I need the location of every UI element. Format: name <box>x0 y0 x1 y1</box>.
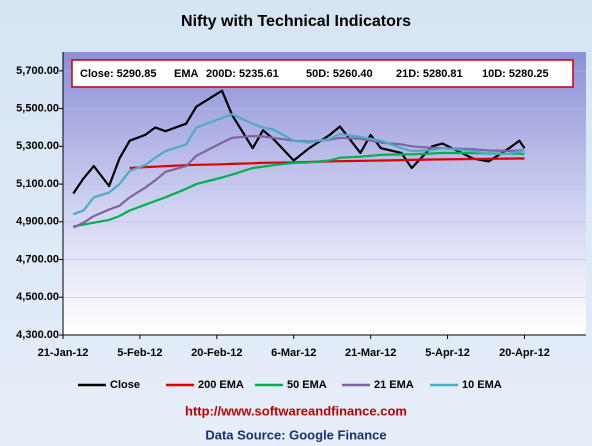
x-tick-label: 21-Mar-12 <box>345 347 396 359</box>
y-tick-label: 4,300.00 <box>16 329 59 341</box>
legend-label: 50 EMA <box>287 379 327 391</box>
x-tick-label: 5-Feb-12 <box>117 347 162 359</box>
info-text: Close: 5290.85 <box>80 68 156 80</box>
series-line <box>72 89 526 195</box>
series-line <box>73 151 525 228</box>
y-tick-label: 5,100.00 <box>16 178 59 190</box>
y-tick-label: 5,500.00 <box>16 103 59 115</box>
x-tick-label: 20-Feb-12 <box>191 347 242 359</box>
series-line <box>72 113 525 216</box>
info-text: EMA <box>174 68 199 80</box>
legend-label: 200 EMA <box>198 379 244 391</box>
info-box <box>71 59 574 88</box>
legend-label: 21 EMA <box>374 379 414 391</box>
x-tick-label: 5-Apr-12 <box>425 347 470 359</box>
info-text: 10D: 5280.25 <box>482 68 549 80</box>
info-text: 21D: 5280.81 <box>396 68 463 80</box>
y-tick-label: 4,900.00 <box>16 216 59 228</box>
y-tick-label: 5,300.00 <box>16 140 59 152</box>
x-tick-label: 20-Apr-12 <box>499 347 550 359</box>
x-tick-label: 6-Mar-12 <box>271 347 316 359</box>
y-tick-label: 4,500.00 <box>16 291 59 303</box>
y-tick-label: 4,700.00 <box>16 253 59 265</box>
url: http://www.softwareandfinance.com <box>185 403 407 418</box>
y-tick-label: 5,700.00 <box>16 65 59 77</box>
legend-label: Close <box>110 379 140 391</box>
plot-area <box>63 52 586 335</box>
legend-label: 10 EMA <box>462 379 502 391</box>
info-text: 50D: 5260.40 <box>306 68 373 80</box>
source: Data Source: Google Finance <box>205 427 386 442</box>
info-text: 200D: 5235.61 <box>206 68 279 80</box>
chart-title: Nifty with Technical Indicators <box>181 13 411 30</box>
x-tick-label: 21-Jan-12 <box>38 347 89 359</box>
